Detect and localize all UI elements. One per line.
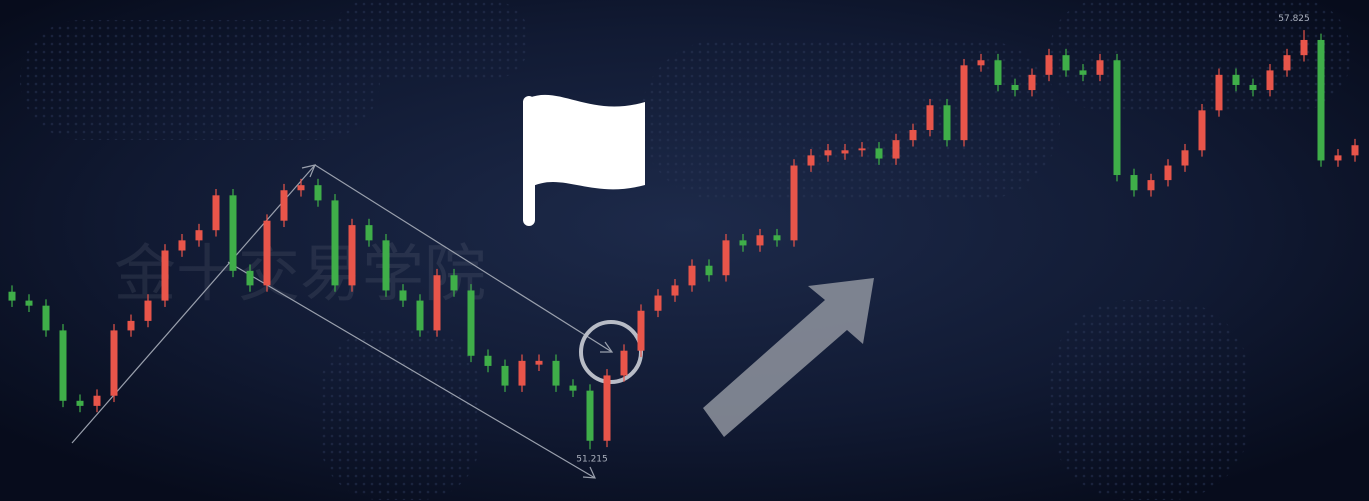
world-map-dots xyxy=(20,0,1350,500)
candle-body xyxy=(467,290,475,356)
candle-body xyxy=(569,385,577,391)
candle-body xyxy=(603,375,611,441)
candle-body xyxy=(807,155,815,166)
candle-body xyxy=(654,295,662,311)
candle-body xyxy=(1215,74,1223,111)
candle-body xyxy=(841,150,849,154)
candle-body xyxy=(824,150,832,156)
candle-body xyxy=(756,235,764,246)
candle-body xyxy=(348,225,356,286)
candle-body xyxy=(246,270,254,286)
candle-body xyxy=(1147,180,1155,191)
candle-body xyxy=(1096,60,1104,75)
candle-body xyxy=(1317,39,1325,161)
high-label: 57.825 xyxy=(1278,14,1310,24)
candle-body xyxy=(314,185,322,201)
candle-body xyxy=(977,60,985,66)
candle-body xyxy=(1079,70,1087,75)
candle-body xyxy=(93,395,101,406)
candle-body xyxy=(1113,60,1121,176)
candle-body xyxy=(586,390,594,441)
candle-body xyxy=(994,60,1002,85)
candle-body xyxy=(25,300,33,306)
candle-body xyxy=(195,230,203,241)
candle-body xyxy=(1351,145,1359,156)
candle-body xyxy=(875,148,883,159)
candle-body xyxy=(484,355,492,366)
candle-body xyxy=(1028,74,1036,91)
candle-body xyxy=(1283,55,1291,71)
candle-body xyxy=(892,140,900,159)
candle-body xyxy=(552,360,560,386)
candle-body xyxy=(739,240,747,246)
low-label: 51.215 xyxy=(576,454,608,464)
candle-body xyxy=(1198,110,1206,151)
candle-body xyxy=(110,330,118,396)
candle-body xyxy=(1011,84,1019,91)
candle-body xyxy=(416,300,424,331)
candle-body xyxy=(773,235,781,241)
candle-body xyxy=(960,65,968,141)
candle-body xyxy=(1130,175,1138,191)
candle-body xyxy=(1181,150,1189,166)
candle-body xyxy=(263,220,271,286)
candle-body xyxy=(1045,55,1053,75)
candle-body xyxy=(909,130,917,141)
candle-body xyxy=(501,365,509,386)
candle-body xyxy=(637,310,645,351)
candle-body xyxy=(127,320,135,331)
candle-body xyxy=(1334,155,1342,161)
candle-body xyxy=(178,240,186,251)
candle-body xyxy=(1062,55,1070,71)
candle-body xyxy=(688,265,696,286)
trend-lines xyxy=(71,164,643,479)
candle-body xyxy=(1164,165,1172,181)
candle-body xyxy=(671,285,679,296)
watermark: 金十交易学院 xyxy=(114,237,486,310)
candle-body xyxy=(161,250,169,301)
candle-body xyxy=(1266,70,1274,91)
candle-body xyxy=(858,148,866,151)
candle-body xyxy=(212,195,220,231)
candle-body xyxy=(722,240,730,276)
candle-body xyxy=(76,400,84,406)
candle-body xyxy=(450,275,458,291)
candle-body xyxy=(433,275,441,331)
candle-body xyxy=(943,105,951,141)
candle-body xyxy=(365,225,373,241)
flag-icon xyxy=(523,94,645,226)
candles xyxy=(8,30,1359,450)
candle-body xyxy=(59,330,67,401)
up-arrow xyxy=(703,278,874,437)
candle-body xyxy=(8,291,16,301)
candle-body xyxy=(790,165,798,241)
candle-body xyxy=(1232,74,1240,85)
candle-body xyxy=(229,195,237,271)
candle-body xyxy=(1300,39,1308,56)
candle-body xyxy=(705,265,713,276)
candle-body xyxy=(382,240,390,291)
candle-body xyxy=(331,200,339,286)
candle-body xyxy=(144,300,152,321)
candle-body xyxy=(620,350,628,376)
candle-body xyxy=(1249,84,1257,91)
candle-body xyxy=(399,290,407,301)
candle-body xyxy=(518,360,526,386)
candle-body xyxy=(535,360,543,365)
candle-body xyxy=(280,190,288,221)
candle-body xyxy=(297,185,305,191)
candle-body xyxy=(926,105,934,131)
candle-body xyxy=(42,305,50,331)
